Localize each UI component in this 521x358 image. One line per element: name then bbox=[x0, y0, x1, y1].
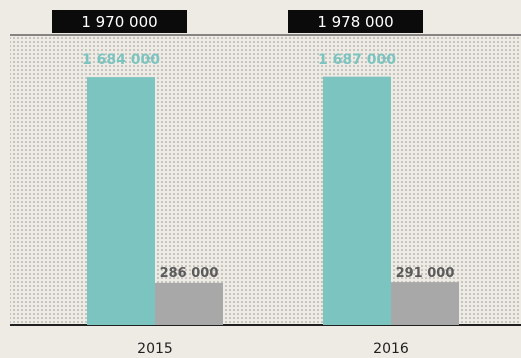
total-label-2015: 1 970 000 bbox=[81, 13, 157, 31]
bar-2016-series-1 bbox=[323, 76, 391, 325]
total-label-2016: 1 978 000 bbox=[317, 13, 393, 31]
bar-2015-series-1 bbox=[87, 77, 155, 325]
dotted-plot-area bbox=[10, 35, 521, 325]
data-label-2016-series-1: 1 687 000 bbox=[318, 52, 396, 68]
bar-2016-series-2 bbox=[391, 282, 459, 325]
bar-2015-series-2 bbox=[155, 282, 223, 325]
total-label-box-2016 bbox=[288, 10, 423, 33]
data-label-2015-series-1: 1 684 000 bbox=[82, 52, 160, 68]
data-label-2016-series-2: 291 000 bbox=[396, 266, 455, 281]
total-label-group-2015: 1 970 000 bbox=[52, 10, 187, 33]
total-label-box-2015 bbox=[52, 10, 187, 33]
total-label-group-2016: 1 978 000 bbox=[288, 10, 423, 33]
data-label-2015-series-2: 286 000 bbox=[160, 266, 219, 281]
x-tick-label-2016: 2016 bbox=[373, 341, 409, 357]
x-tick-label-2015: 2015 bbox=[137, 341, 173, 357]
